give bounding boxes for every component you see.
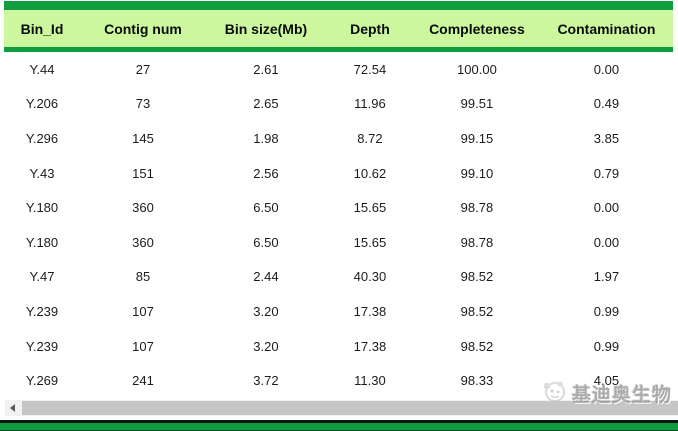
- table-cell: Y.296: [25, 130, 59, 146]
- table-cell: 360: [132, 234, 154, 250]
- scroll-left-arrow-icon: [10, 404, 15, 412]
- table-cell: 72.54: [353, 61, 387, 77]
- table-cell: Y.239: [25, 338, 59, 354]
- table-row: Y.296 145 1.98 8.72 99.15 3.85: [4, 121, 673, 156]
- table-cell: 73: [135, 96, 151, 112]
- table-cell: 0.00: [593, 234, 620, 250]
- table-cell: 98.78: [460, 200, 494, 216]
- table-cell: 99.15: [460, 130, 494, 146]
- table-cell: 99.51: [460, 96, 494, 112]
- table-cell: 151: [132, 165, 154, 181]
- table-cell: 98.78: [460, 234, 494, 250]
- table-cell: 98.52: [460, 269, 494, 285]
- table-cell: 0.49: [593, 96, 620, 112]
- table-cell: 15.65: [353, 200, 387, 216]
- table-cell: 10.62: [353, 165, 387, 181]
- table-cell: 1.97: [593, 269, 620, 285]
- table-row: Y.180 360 6.50 15.65 98.78 0.00: [4, 224, 673, 260]
- table-cell: 85: [135, 269, 151, 285]
- table-cell: 3.20: [253, 303, 279, 319]
- table-cell: Y.239: [25, 303, 59, 319]
- table-row: Y.44 27 2.61 72.54 100.00 0.00: [4, 52, 673, 87]
- scrollbar-thumb[interactable]: [22, 401, 678, 415]
- table-cell: Y.269: [25, 373, 59, 389]
- table-header-underline: [4, 47, 673, 52]
- table-cell: 98.33: [460, 373, 494, 389]
- table-header-row: Bin_Id Contig num Bin size(Mb) Depth Complet…: [4, 10, 673, 47]
- table-row: Y.180 360 6.50 15.65 98.78 0.00: [4, 190, 673, 225]
- table-cell: 0.99: [593, 303, 620, 319]
- table-cell: 11.30: [354, 373, 386, 389]
- table-cell: 99.10: [460, 165, 494, 181]
- table-cell: 2.65: [253, 96, 279, 112]
- table-cell: 4.05: [593, 373, 620, 389]
- table-cell: 27: [135, 61, 151, 77]
- table-cell: Y.180: [25, 200, 59, 216]
- table-cell: 2.56: [253, 165, 279, 181]
- table-cell: 360: [132, 200, 154, 216]
- table-cell: 3.85: [593, 130, 620, 146]
- table-cell: 17.38: [353, 338, 387, 354]
- table-cell: 6.50: [253, 200, 279, 216]
- table-cell: 241: [132, 373, 154, 389]
- table-row: Y.239 107 3.20 17.38 98.52 0.99: [4, 328, 673, 364]
- table-cell: 3.72: [253, 373, 279, 389]
- table-cell: 100.00: [457, 61, 497, 77]
- table-cell: Y.44: [29, 61, 55, 77]
- bin-table: Bin_Id Contig num Bin size(Mb) Depth Complet…: [4, 1, 673, 398]
- table-row: Y.269 241 3.72 11.30 98.33 4.05: [4, 363, 673, 398]
- table-cell: 0.79: [593, 165, 620, 181]
- table-row: Y.239 107 3.20 17.38 98.52 0.99: [4, 294, 673, 329]
- table-row: Y.43 151 2.56 10.62 99.10 0.79: [4, 155, 673, 191]
- table-cell: 2.44: [253, 269, 279, 285]
- bottom-black-divider: [0, 420, 678, 423]
- column-header: Depth: [350, 20, 390, 37]
- table-cell: 107: [132, 338, 154, 354]
- table-cell: 40.30: [353, 269, 387, 285]
- table-cell: 107: [132, 303, 154, 319]
- table-row: Y.206 73 2.65 11.96 99.51 0.49: [4, 86, 673, 122]
- table-top-border: [4, 1, 673, 10]
- table-cell: Y.43: [29, 165, 55, 181]
- table-cell: 98.52: [460, 303, 494, 319]
- column-header: Contig num: [104, 20, 182, 37]
- table-cell: 0.99: [593, 338, 620, 354]
- table-cell: 98.52: [460, 338, 494, 354]
- scroll-left-button[interactable]: [5, 400, 20, 416]
- table-cell: 17.38: [353, 303, 387, 319]
- bottom-green-bar: [0, 423, 678, 431]
- table-cell: 11.96: [354, 96, 386, 112]
- table-cell: 2.61: [253, 61, 279, 77]
- column-header: Bin_Id: [20, 20, 64, 37]
- column-header: Bin size(Mb): [224, 20, 308, 37]
- table-cell: 0.00: [593, 61, 620, 77]
- horizontal-scrollbar[interactable]: [5, 400, 678, 416]
- table-cell: 8.72: [357, 130, 383, 146]
- table-cell: Y.47: [29, 269, 55, 285]
- table-cell: 6.50: [253, 234, 279, 250]
- table-cell: 3.20: [253, 338, 279, 354]
- table-body: Y.44 27 2.61 72.54 100.00 0.00 Y.206 73 2.65 11.9…: [4, 52, 673, 398]
- table-row: Y.47 85 2.44 40.30 98.52 1.97: [4, 259, 673, 295]
- table-cell: 0.00: [593, 200, 620, 216]
- table-cell: 145: [132, 130, 154, 146]
- column-header: Completeness: [429, 20, 525, 37]
- table-cell: Y.206: [25, 96, 59, 112]
- table-cell: 15.65: [353, 234, 387, 250]
- column-header: Contamination: [557, 20, 656, 37]
- table-cell: Y.180: [25, 234, 59, 250]
- table-cell: 1.98: [253, 130, 279, 146]
